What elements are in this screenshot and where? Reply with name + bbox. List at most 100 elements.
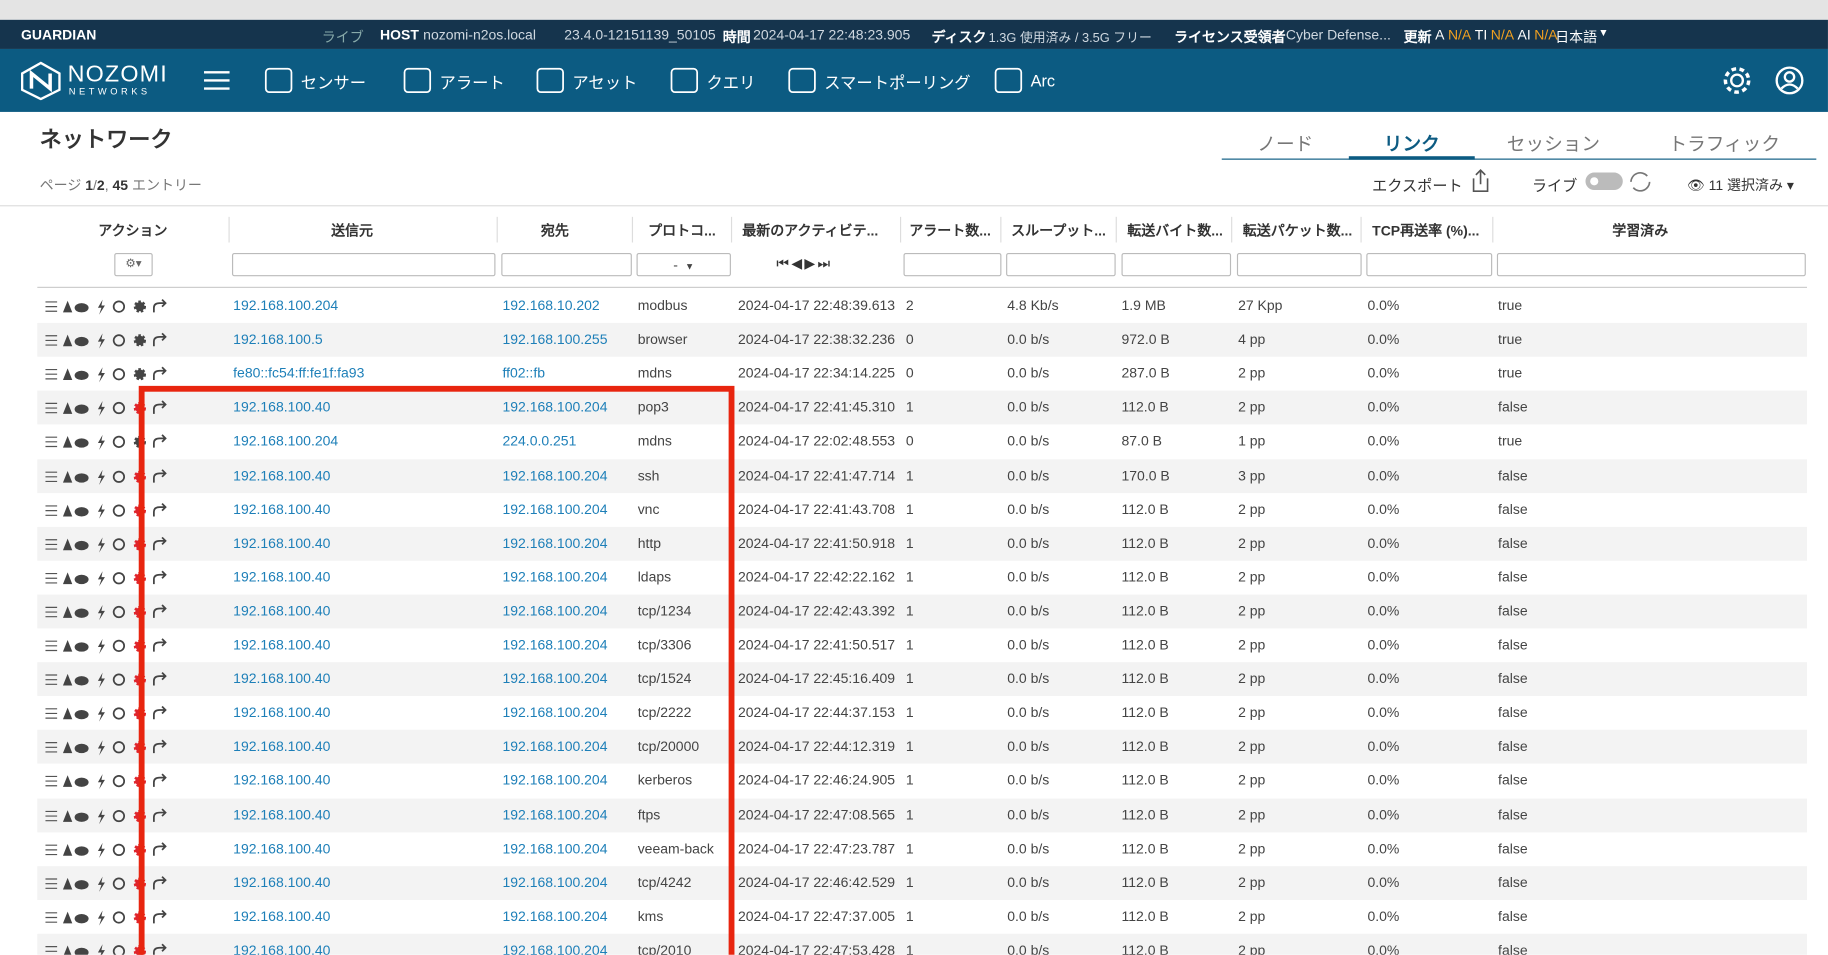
row-actions[interactable] <box>44 501 172 520</box>
column-header[interactable]: TCP再送率 (%)... <box>1372 222 1480 239</box>
nav-item[interactable]: アセット <box>572 73 638 93</box>
cell[interactable]: 192.168.100.204 <box>502 806 608 823</box>
column-header[interactable]: アラート数... <box>909 222 991 239</box>
filter-input[interactable] <box>231 252 496 277</box>
column-header[interactable]: 転送パケット数... <box>1242 222 1353 239</box>
column-separator <box>1000 216 1002 243</box>
cell[interactable]: 192.168.100.204 <box>502 534 608 552</box>
cell[interactable]: 192.168.100.204 <box>502 738 608 755</box>
column-header[interactable]: 送信元 <box>331 222 374 239</box>
nav-item[interactable]: センサー <box>300 73 367 93</box>
nav-bar: NOZOMI NETWORKS センサー アラート アセット クエリ スマートポーリング… <box>0 48 1828 112</box>
cell[interactable]: 192.168.100.204 <box>502 500 608 518</box>
cell[interactable]: 192.168.100.204 <box>502 941 608 955</box>
nav-item[interactable]: Arc <box>1030 71 1056 90</box>
tab[interactable]: ノード <box>1257 135 1314 156</box>
cell: 1 <box>905 704 914 721</box>
cell[interactable]: 192.168.100.40 <box>233 670 331 687</box>
action-filter[interactable]: ⚙▾ <box>114 252 153 277</box>
cell[interactable]: 192.168.100.40 <box>233 399 331 416</box>
menu-icon[interactable] <box>204 70 230 91</box>
cell[interactable]: 192.168.100.204 <box>502 568 608 585</box>
cell[interactable]: 192.168.100.204 <box>502 907 608 925</box>
cell[interactable]: 192.168.100.40 <box>233 636 331 653</box>
cell[interactable]: 192.168.100.204 <box>502 873 608 891</box>
filter-input[interactable] <box>1366 252 1493 277</box>
cell: 1 <box>905 399 914 416</box>
nav-item[interactable]: アラート <box>439 73 505 93</box>
cell[interactable]: 192.168.100.204 <box>502 704 608 721</box>
column-separator <box>228 216 230 243</box>
cell[interactable]: 192.168.100.40 <box>233 840 331 857</box>
cell[interactable]: 192.168.100.40 <box>233 941 331 955</box>
cell[interactable]: 192.168.100.40 <box>233 500 331 518</box>
cell[interactable]: ff02::fb <box>502 365 545 382</box>
cell[interactable]: 192.168.100.204 <box>502 772 608 789</box>
cell[interactable]: 192.168.100.204 <box>502 399 608 416</box>
row-actions[interactable] <box>44 365 172 384</box>
tab[interactable]: トラフィック <box>1668 135 1780 156</box>
cell: tcp/4242 <box>637 873 692 891</box>
proto-filter[interactable]: - ▼ <box>636 252 731 277</box>
nav-item[interactable]: クエリ <box>706 73 756 93</box>
cell[interactable]: 192.168.100.40 <box>233 568 331 585</box>
cell[interactable]: 192.168.100.204 <box>502 840 608 857</box>
cell[interactable]: 192.168.100.40 <box>233 772 331 789</box>
cell[interactable]: 192.168.100.204 <box>502 670 608 687</box>
cell[interactable]: 192.168.100.40 <box>233 907 331 925</box>
settings-icon[interactable] <box>1722 65 1752 95</box>
column-header[interactable]: 学習済み <box>1612 222 1669 239</box>
cell[interactable]: 192.168.100.40 <box>233 534 331 552</box>
filter-input[interactable] <box>501 252 632 277</box>
cell[interactable]: 192.168.10.202 <box>502 297 600 314</box>
filter-input[interactable] <box>1236 252 1362 277</box>
user-icon[interactable] <box>1774 65 1804 95</box>
tab[interactable]: セッション <box>1506 135 1601 156</box>
nav-item[interactable]: スマートポーリング <box>824 73 971 93</box>
cell[interactable]: 192.168.100.204 <box>502 602 608 619</box>
cell[interactable]: 192.168.100.40 <box>233 873 331 891</box>
row-actions[interactable] <box>44 467 172 486</box>
pager[interactable]: ⏮◀▶⏭ <box>776 255 833 272</box>
column-header[interactable]: 最新のアクティビテ... <box>742 222 879 239</box>
column-header[interactable]: 転送バイト数... <box>1127 222 1223 239</box>
column-header[interactable]: プロトコ... <box>648 222 716 239</box>
cell[interactable]: 224.0.0.251 <box>502 432 577 450</box>
tab[interactable]: リンク <box>1348 128 1475 160</box>
row-actions[interactable] <box>44 297 172 316</box>
column-header[interactable]: アクション <box>98 222 168 239</box>
row-actions[interactable] <box>44 433 172 452</box>
cell: 0.0 b/s <box>1007 738 1050 755</box>
cell: tcp/1234 <box>637 602 692 619</box>
filter-input[interactable] <box>1496 252 1806 277</box>
language[interactable]: 日本語 <box>1555 29 1598 46</box>
proto-filter-value: - <box>673 256 678 273</box>
cell[interactable]: 192.168.100.204 <box>233 297 339 314</box>
cell[interactable]: 192.168.100.204 <box>502 466 608 484</box>
filter-input[interactable] <box>1121 252 1232 277</box>
column-header[interactable]: スループット... <box>1011 222 1106 239</box>
cell: 0.0% <box>1367 602 1400 619</box>
row-actions[interactable] <box>44 569 172 588</box>
cell[interactable]: 192.168.100.40 <box>233 806 331 823</box>
columns-selected[interactable]: 👁 11 選択済み ▾ <box>1686 177 1794 194</box>
cell[interactable]: 192.168.100.40 <box>233 602 331 619</box>
row-actions[interactable] <box>44 331 172 350</box>
filter-input[interactable] <box>1006 252 1116 277</box>
live-label: ライブ <box>1531 177 1578 195</box>
live-toggle[interactable] <box>1585 172 1623 191</box>
cell: 112.0 B <box>1121 500 1169 518</box>
column-header[interactable]: 宛先 <box>540 222 569 239</box>
refresh-icon[interactable] <box>1626 169 1654 195</box>
cell[interactable]: fe80::fc54:ff:fe1f:fa93 <box>233 365 365 382</box>
export[interactable]: エクスポート <box>1372 177 1463 195</box>
filter-input[interactable] <box>903 252 1002 277</box>
cell[interactable]: 192.168.100.40 <box>233 704 331 721</box>
cell[interactable]: 192.168.100.40 <box>233 738 331 755</box>
cell[interactable]: 192.168.100.5 <box>233 331 323 348</box>
cell[interactable]: 192.168.100.255 <box>502 331 608 348</box>
cell[interactable]: 192.168.100.204 <box>233 432 339 450</box>
export-icon[interactable] <box>1470 168 1491 194</box>
cell[interactable]: 192.168.100.204 <box>502 636 608 653</box>
cell[interactable]: 192.168.100.40 <box>233 466 331 484</box>
